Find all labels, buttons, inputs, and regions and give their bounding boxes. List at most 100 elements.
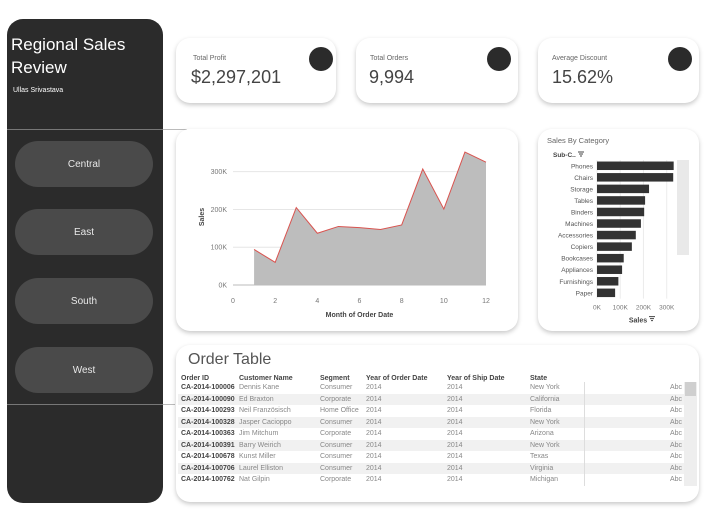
table-row[interactable]: CA-2014-100363 Jim Mitchum Corporate 2014 20… xyxy=(178,428,684,440)
order-id-cell: CA-2014-100006 xyxy=(181,384,235,391)
customer-name-cell: Dennis Kane xyxy=(239,384,280,391)
kpi-value: 9,994 xyxy=(369,67,415,87)
monthly-sales-chart-card: 0K 100K 200K 300K 0 2 4 6 8 10 12 Month of Order Da… xyxy=(176,129,518,331)
divider xyxy=(163,404,175,405)
x-tick-label: 100K xyxy=(613,305,629,312)
bar xyxy=(597,230,636,240)
customer-name-cell: Barry Weirich xyxy=(239,441,281,449)
order-id-cell: CA-2014-100391 xyxy=(181,441,235,449)
state-cell: New York xyxy=(530,418,560,426)
bar xyxy=(597,173,674,182)
category-label: Binders xyxy=(571,209,594,216)
y-tick-label: 100K xyxy=(211,245,228,252)
state-cell: Arizona xyxy=(530,430,554,437)
table-row[interactable]: CA-2014-100678 Kunst Miller Consumer 2014 20… xyxy=(178,451,684,463)
bar xyxy=(597,219,641,228)
scroll-track xyxy=(677,160,689,255)
sales-by-category-bar-chart: Sales By Category Sub-C.. Phones Chairs Stor… xyxy=(547,136,689,325)
state-cell: Florida xyxy=(530,407,552,414)
x-tick-label: 6 xyxy=(358,298,362,305)
table-row[interactable]: CA-2014-100293 Neil Französisch Home Offic… xyxy=(178,405,684,417)
region-button-central[interactable]: Central xyxy=(15,141,153,187)
bar xyxy=(597,196,646,205)
order-id-cell: CA-2014-100762 xyxy=(181,476,235,483)
ship-year-cell: 2014 xyxy=(447,430,463,437)
x-axis-title: Sales xyxy=(629,318,647,325)
x-tick-label: 300K xyxy=(659,305,675,312)
state-cell: California xyxy=(530,395,560,403)
column-header-state[interactable]: State xyxy=(530,375,548,382)
order-id-cell: CA-2014-100363 xyxy=(181,430,235,437)
kpi-circle-icon xyxy=(487,47,511,71)
extra-column-cell: Abc xyxy=(670,418,683,426)
kpi-card-total-profit: Total Profit $2,297,201 xyxy=(176,38,336,103)
customer-name-cell: Jim Mitchum xyxy=(239,430,279,437)
bar xyxy=(597,207,645,217)
order-table-card: Order Table Order ID Customer Name Segme… xyxy=(176,345,699,502)
region-button-south[interactable]: South xyxy=(15,278,153,324)
customer-name-cell: Kunst Miller xyxy=(239,453,276,460)
state-cell: Texas xyxy=(530,453,549,460)
order-year-cell: 2014 xyxy=(366,464,382,472)
bar xyxy=(597,288,616,298)
ship-year-cell: 2014 xyxy=(447,453,463,460)
column-header-segment[interactable]: Segment xyxy=(320,375,350,382)
segment-cell: Consumer xyxy=(320,418,353,426)
category-label: Furnishings xyxy=(559,279,593,286)
table-row[interactable]: CA-2014-100391 Barry Weirich Consumer 2014 2… xyxy=(178,439,684,451)
table-row[interactable]: CA-2014-100762 Nat Gilpin Corporate 2014 201… xyxy=(178,474,684,486)
column-header-year-of-ship-date[interactable]: Year of Ship Date xyxy=(447,375,505,382)
sidebar: Regional Sales Review Ullas Srivastava C… xyxy=(7,19,163,503)
order-id-cell: CA-2014-100293 xyxy=(181,407,235,414)
category-label: Storage xyxy=(570,186,593,193)
table-row[interactable]: CA-2014-100706 Laurel Elliston Consumer 201… xyxy=(178,462,684,474)
ship-year-cell: 2014 xyxy=(447,395,463,403)
divider xyxy=(163,129,187,130)
region-button-west[interactable]: West xyxy=(15,347,153,393)
region-button-east[interactable]: East xyxy=(15,209,153,255)
state-cell: Michigan xyxy=(530,476,559,483)
table-row[interactable]: CA-2014-100006 Dennis Kane Consumer 2014 201… xyxy=(178,382,684,394)
bar xyxy=(597,242,632,251)
order-year-cell: 2014 xyxy=(366,430,382,437)
order-year-cell: 2014 xyxy=(366,453,382,460)
customer-name-cell: Neil Französisch xyxy=(239,407,291,414)
y-axis-title: Sales xyxy=(199,208,206,226)
order-year-cell: 2014 xyxy=(366,395,382,403)
kpi-label: Total Profit xyxy=(193,55,227,62)
ship-year-cell: 2014 xyxy=(447,476,463,483)
kpi-card-total-orders: Total Orders 9,994 xyxy=(356,38,518,103)
x-tick-label: 0K xyxy=(593,305,602,312)
category-label: Bookcases xyxy=(561,256,594,263)
x-tick-label: 200K xyxy=(636,305,652,312)
category-label: Tables xyxy=(574,198,594,205)
sales-series-line xyxy=(253,151,487,264)
extra-column-cell: Abc xyxy=(670,453,683,460)
sort-icon xyxy=(649,316,655,322)
kpi-circle-icon xyxy=(309,47,333,71)
ship-year-cell: 2014 xyxy=(447,407,463,414)
bar xyxy=(597,184,650,194)
column-header-customer-name[interactable]: Customer Name xyxy=(239,375,293,382)
order-year-cell: 2014 xyxy=(366,407,382,414)
state-cell: Virginia xyxy=(530,464,554,472)
table-row[interactable]: CA-2014-100328 Jasper Cacioppo Consumer 201… xyxy=(178,416,684,428)
x-tick-label: 10 xyxy=(440,298,448,305)
category-label: Paper xyxy=(576,290,594,297)
ship-year-cell: 2014 xyxy=(447,384,463,391)
bar xyxy=(597,253,624,263)
table-scrollbar[interactable] xyxy=(684,382,697,486)
chart-title: Sales By Category xyxy=(547,136,609,145)
y-tick-label: 0K xyxy=(218,283,227,290)
column-header-year-of-order-date[interactable]: Year of Order Date xyxy=(366,375,428,382)
table-row[interactable]: CA-2014-100090 Ed Braxton Corporate 2014 201… xyxy=(178,393,684,405)
segment-cell: Corporate xyxy=(320,476,352,483)
x-tick-label: 2 xyxy=(273,298,277,305)
extra-column-cell: Abc xyxy=(670,430,683,437)
table-scrollbar-thumb[interactable] xyxy=(685,382,696,396)
x-tick-label: 0 xyxy=(231,298,235,305)
kpi-label: Total Orders xyxy=(370,55,409,62)
column-header-order-id[interactable]: Order ID xyxy=(181,375,210,382)
divider xyxy=(7,404,163,405)
author-name: Ullas Srivastava xyxy=(13,87,64,94)
